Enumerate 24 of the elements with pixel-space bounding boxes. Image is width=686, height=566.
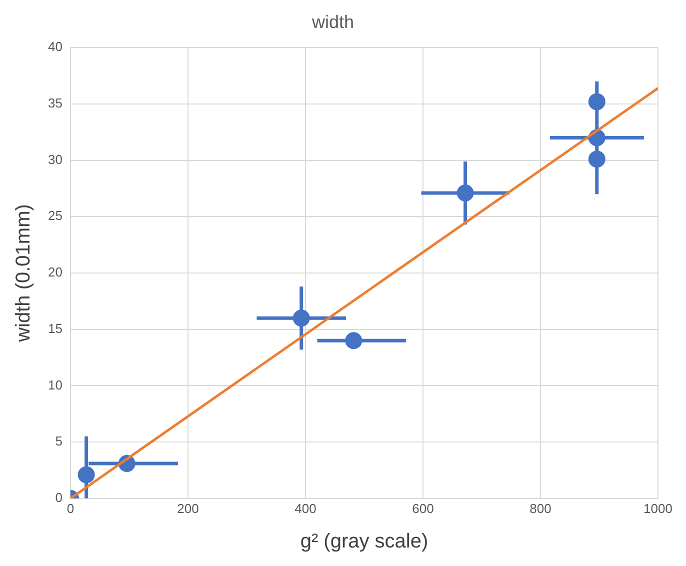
y-tick-label: 25 (48, 208, 62, 224)
x-tick-label: 1000 (644, 500, 672, 516)
x-tick-label: 400 (294, 500, 316, 516)
x-tick-label: 600 (412, 500, 434, 516)
y-tick-label: 5 (55, 434, 62, 449)
point (345, 332, 362, 350)
point (78, 466, 95, 484)
point (588, 93, 606, 110)
x-tick-label: 200 (177, 500, 199, 516)
point (588, 150, 606, 168)
y-axis-title: width (0.01mm) (12, 204, 35, 343)
y-tick-label: 10 (48, 377, 62, 392)
point (456, 184, 474, 202)
y-tick-label: 15 (48, 320, 62, 336)
chart-title: width (310, 12, 354, 32)
y-tick-label: 30 (48, 152, 62, 167)
y-tick-label: 20 (48, 264, 62, 280)
y-tick-label: 0 (55, 490, 62, 505)
point (292, 310, 310, 327)
x-axis-title: g² (gray scale) (300, 530, 428, 553)
y-tick-label: 35 (48, 96, 62, 111)
x-tick-label: 800 (530, 500, 552, 516)
x-tick-label: 0 (66, 500, 74, 516)
y-tick-label: 40 (48, 39, 62, 54)
